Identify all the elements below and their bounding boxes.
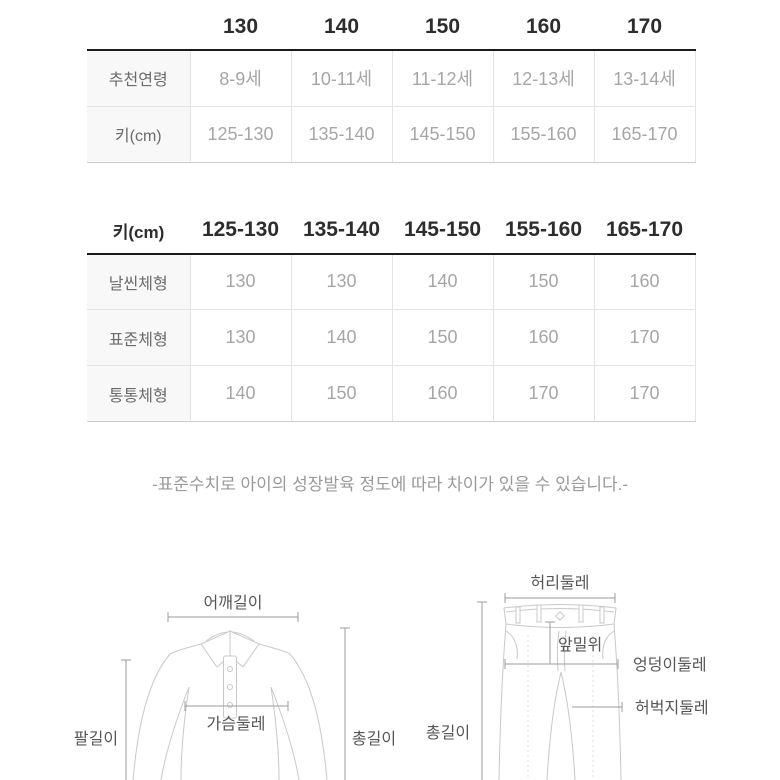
- column-header: 165-170: [605, 218, 684, 241]
- size-cell: 140: [392, 252, 494, 310]
- size-bodytype-table: 키(cm) 125-130 135-140 145-150 155-160 16…: [87, 208, 696, 422]
- size-cell: 8-9세: [190, 49, 292, 107]
- table-row: 통통체형 140 150 160 170 170: [87, 365, 696, 422]
- row-label: 추천연령: [87, 49, 191, 107]
- garment-diagram-svg: 어깨길이 가슴둘레 팔길이 총길이: [74, 574, 709, 780]
- hip-girth-label: 엉덩이둘레: [633, 656, 707, 674]
- note-text: -표준수치로 아이의 성장발육 정도에 따라 차이가 있을 수 있습니다.-: [151, 475, 629, 494]
- pants-diagram: 허리둘레 앞밀위 엉덩이둘레 허벅지둘레 총길이: [426, 574, 709, 780]
- shirt-diagram: 어깨길이 가슴둘레 팔길이 총길이: [74, 594, 396, 780]
- table-header-row: 130 140 150 160 170: [87, 4, 695, 50]
- size-cell: 12-13세: [493, 49, 595, 107]
- column-header: 170: [626, 14, 663, 38]
- shoulder-length-label: 어깨길이: [204, 594, 263, 612]
- size-cell: 170: [594, 309, 696, 366]
- table-row: 키(cm) 125-130 135-140 145-150 155-160 16…: [87, 106, 696, 163]
- size-cell: 150: [291, 365, 393, 422]
- pants-total-length-label: 총길이: [426, 724, 470, 742]
- column-header: 130: [222, 14, 259, 38]
- measurement-diagrams: 어깨길이 가슴둘레 팔길이 총길이: [0, 555, 780, 780]
- row-label: 날씬체형: [87, 252, 191, 310]
- size-cell: 155-160: [493, 106, 595, 163]
- column-header: 155-160: [504, 218, 583, 241]
- front-rise-label: 앞밀위: [558, 636, 602, 654]
- row-label: 통통체형: [87, 365, 191, 422]
- column-header: 135-140: [302, 218, 381, 241]
- column-header: 145-150: [403, 218, 482, 241]
- size-age-table: 130 140 150 160 170 추천연령 8-9세 10-11세 11-…: [87, 4, 696, 163]
- column-header: 160: [525, 14, 562, 38]
- table-header-row: 키(cm) 125-130 135-140 145-150 155-160 16…: [87, 208, 695, 254]
- waist-girth-label: 허리둘레: [531, 574, 590, 592]
- row-label: 키(cm): [87, 106, 191, 163]
- chest-girth-label: 가슴둘레: [207, 715, 266, 733]
- column-header: 125-130: [201, 218, 280, 241]
- size-cell: 140: [190, 365, 292, 422]
- size-cell: 10-11세: [291, 49, 393, 107]
- size-cell: 140: [291, 309, 393, 366]
- size-cell: 130: [190, 309, 292, 366]
- size-cell: 11-12세: [392, 49, 494, 107]
- size-cell: 160: [493, 309, 595, 366]
- size-cell: 145-150: [392, 106, 494, 163]
- arm-length-label: 팔길이: [74, 730, 118, 748]
- size-cell: 150: [493, 252, 595, 310]
- row-label: 표준체형: [87, 309, 191, 366]
- table-row: 날씬체형 130 130 140 150 160: [87, 252, 696, 310]
- shirt-total-length-label: 총길이: [352, 730, 396, 748]
- column-header: 150: [424, 14, 461, 38]
- size-cell: 125-130: [190, 106, 292, 163]
- column-header: 140: [323, 14, 360, 38]
- corner-cell: [87, 4, 190, 50]
- corner-cell: 키(cm): [112, 222, 165, 242]
- size-cell: 130: [291, 252, 393, 310]
- size-cell: 130: [190, 252, 292, 310]
- thigh-girth-label: 허벅지둘레: [635, 699, 709, 717]
- size-cell: 165-170: [594, 106, 696, 163]
- table-row: 추천연령 8-9세 10-11세 11-12세 12-13세 13-14세: [87, 49, 696, 107]
- size-cell: 170: [493, 365, 595, 422]
- size-cell: 150: [392, 309, 494, 366]
- size-cell: 160: [594, 252, 696, 310]
- size-cell: 13-14세: [594, 49, 696, 107]
- table-row: 표준체형 130 140 150 160 170: [87, 309, 696, 366]
- size-cell: 170: [594, 365, 696, 422]
- size-cell: 160: [392, 365, 494, 422]
- size-cell: 135-140: [291, 106, 393, 163]
